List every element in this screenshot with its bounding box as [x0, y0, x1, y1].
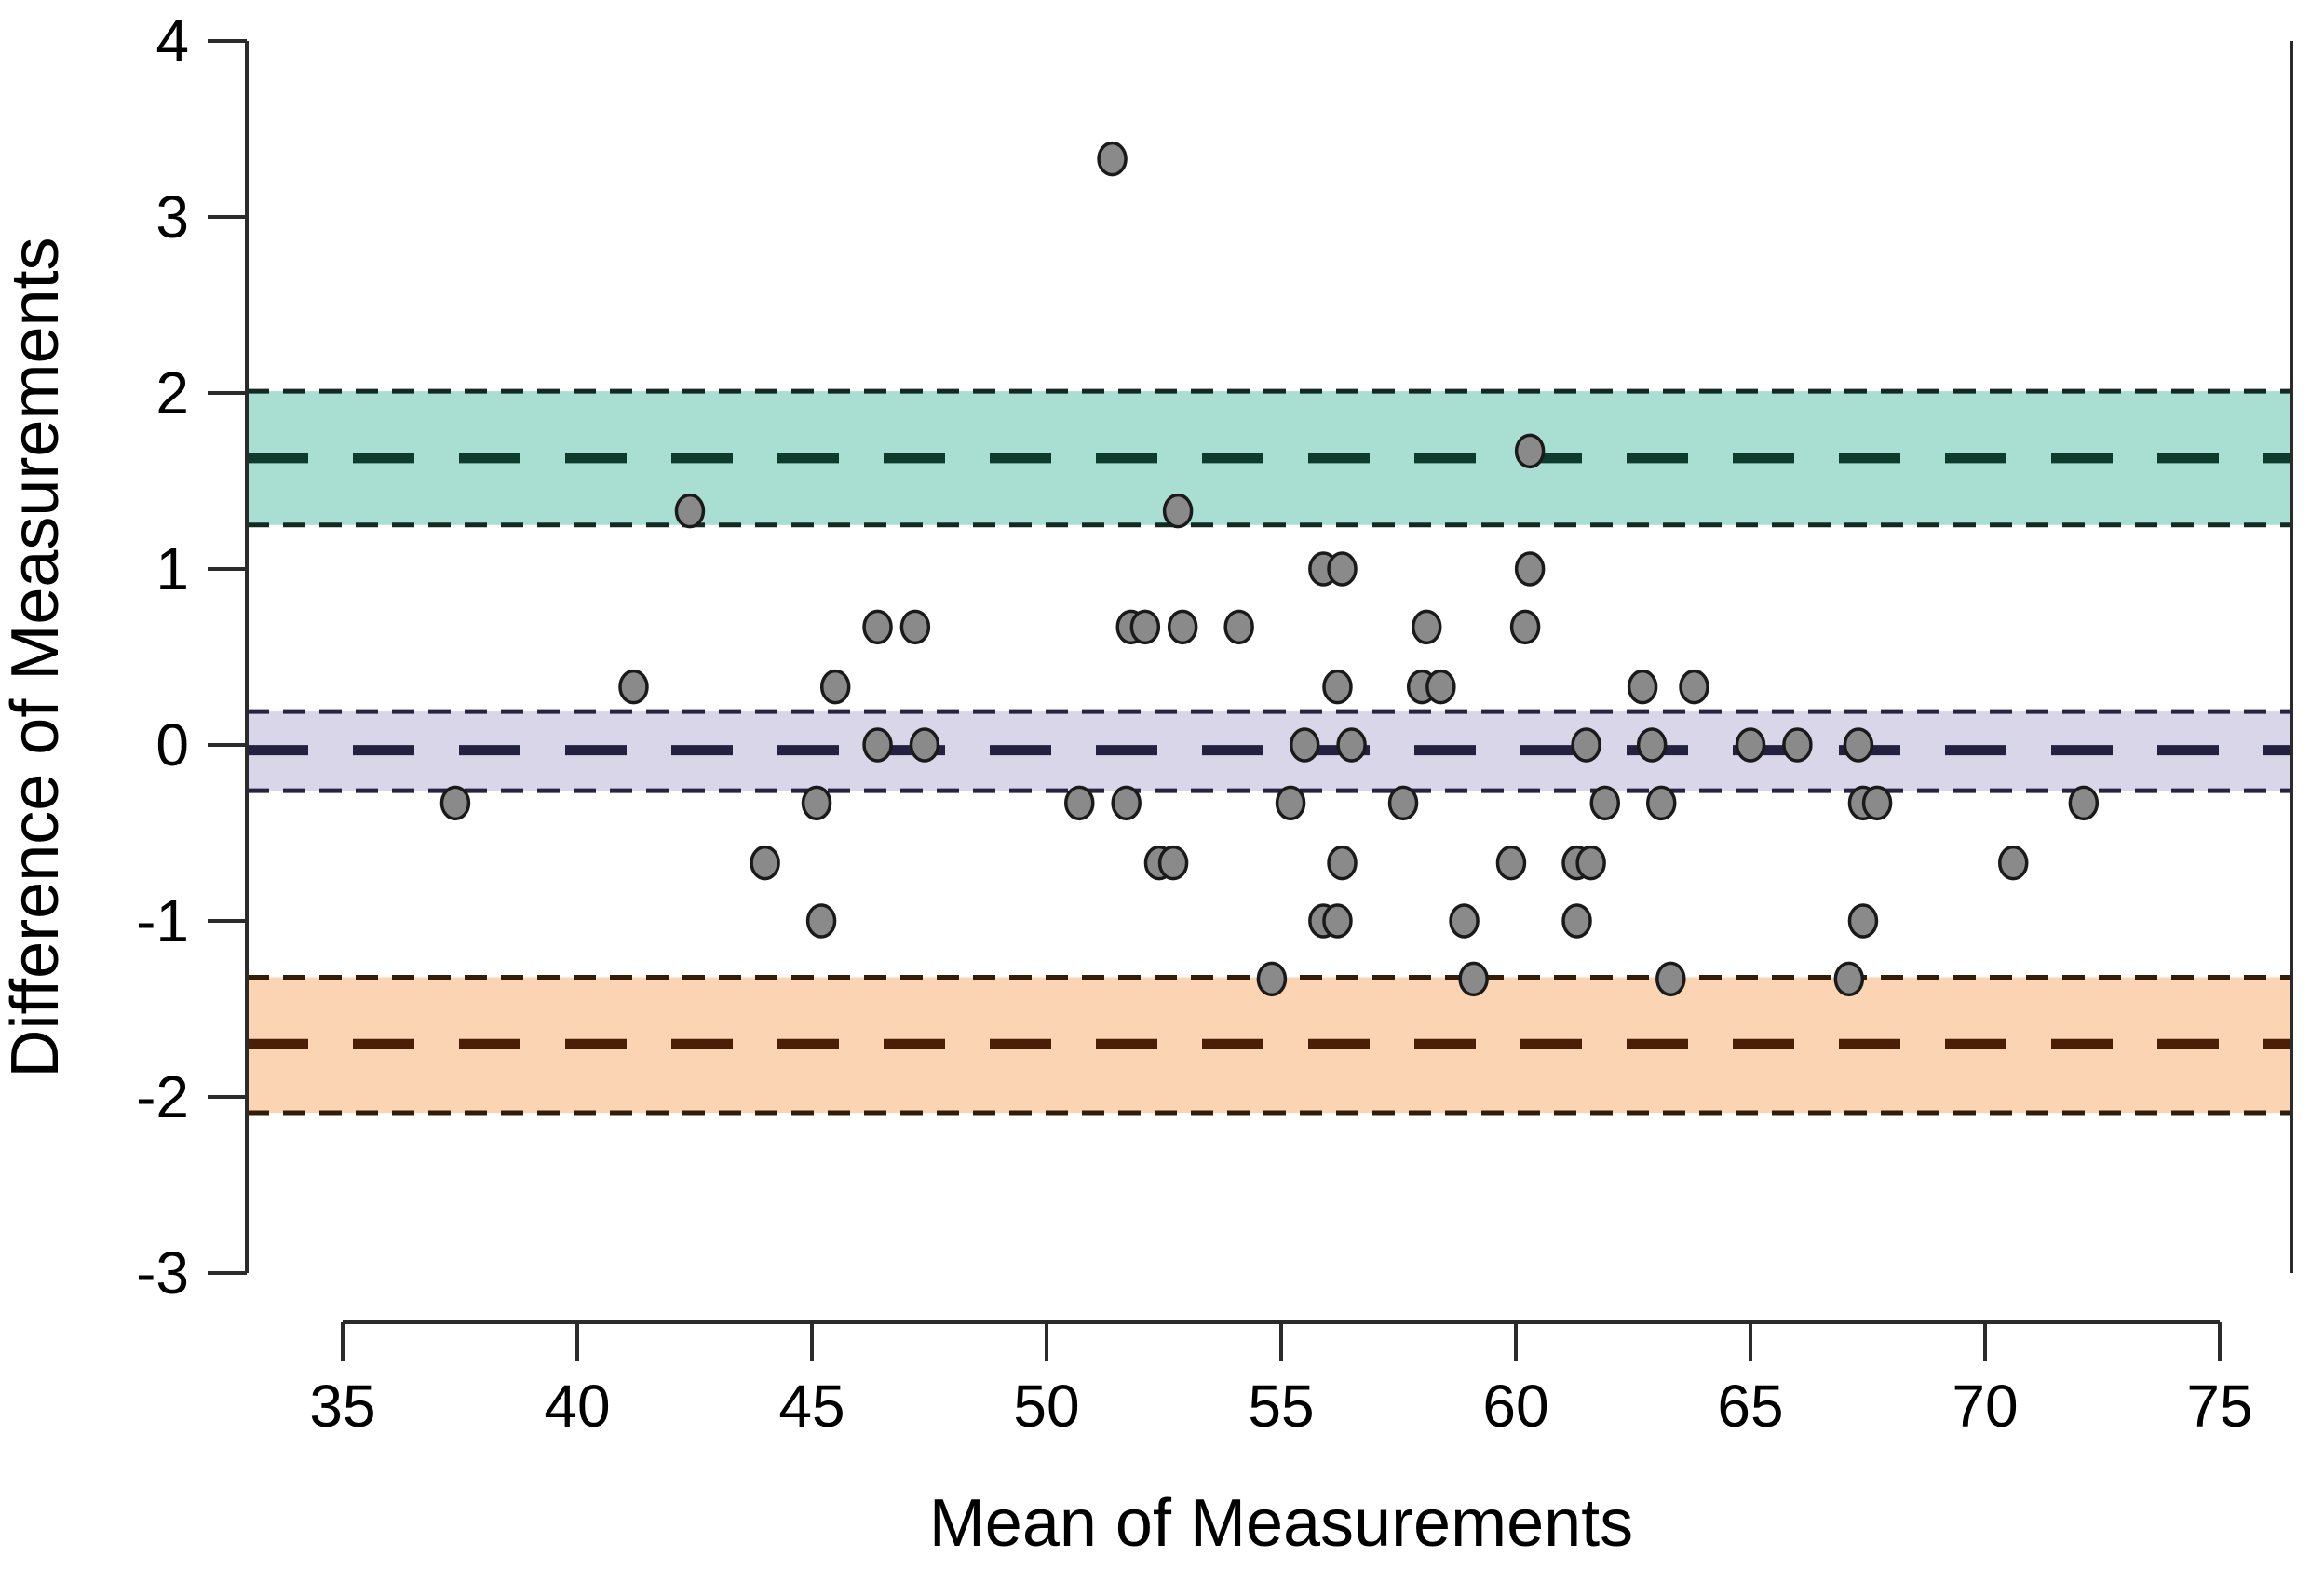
data-point — [1322, 903, 1353, 939]
data-point — [1097, 141, 1128, 177]
data-point — [1289, 727, 1320, 763]
data-point — [618, 669, 649, 705]
data-point — [1861, 785, 1893, 821]
data-point — [1843, 727, 1874, 763]
data-point — [1997, 845, 2029, 881]
data-point — [1636, 727, 1668, 763]
data-point — [1425, 669, 1456, 705]
x-tick-label: 40 — [544, 1373, 610, 1440]
data-point — [899, 609, 931, 645]
y-tick-label: 4 — [155, 7, 189, 74]
confidence-bands — [247, 388, 2291, 1116]
x-tick-label: 75 — [2186, 1373, 2252, 1440]
data-point — [1223, 609, 1254, 645]
data-point — [1327, 845, 1358, 881]
data-point — [1627, 669, 1658, 705]
data-point — [1322, 669, 1353, 705]
data-point — [1514, 433, 1546, 469]
data-point — [819, 669, 851, 705]
data-point — [805, 903, 837, 939]
data-point — [1514, 551, 1546, 587]
data-point — [1111, 785, 1142, 821]
data-point — [1327, 551, 1358, 587]
data-point — [1561, 903, 1592, 939]
data-point — [674, 493, 706, 529]
y-tick-label: -3 — [136, 1239, 189, 1306]
data-point — [1336, 727, 1367, 763]
y-tick-label: 2 — [155, 359, 189, 426]
data-point — [909, 727, 940, 763]
data-point — [1655, 961, 1686, 997]
data-point — [1847, 903, 1879, 939]
data-point — [1167, 609, 1198, 645]
x-axis-title: Mean of Measurements — [929, 1486, 1633, 1561]
x-tick-label: 35 — [309, 1373, 375, 1440]
y-tick-label: 0 — [155, 711, 189, 778]
data-point — [801, 785, 832, 821]
data-point — [1275, 785, 1306, 821]
y-tick-label: 3 — [155, 183, 189, 250]
data-point — [1645, 785, 1677, 821]
x-tick-label: 65 — [1717, 1373, 1783, 1440]
data-point — [2068, 785, 2100, 821]
x-tick-label: 50 — [1013, 1373, 1079, 1440]
data-point — [750, 845, 780, 881]
data-point — [1162, 493, 1194, 529]
data-point — [1495, 845, 1527, 881]
x-tick-label: 45 — [778, 1373, 844, 1440]
data-point — [1411, 609, 1442, 645]
x-tick-label: 70 — [1952, 1373, 2018, 1440]
y-tick-label: -1 — [136, 887, 189, 954]
data-point — [862, 727, 893, 763]
y-tick-label: 1 — [155, 535, 189, 602]
data-point — [1064, 785, 1095, 821]
data-point — [1256, 961, 1288, 997]
data-point — [439, 785, 471, 821]
data-point — [1129, 609, 1161, 645]
data-point — [1833, 961, 1865, 997]
data-point — [1782, 727, 1813, 763]
data-point — [1458, 961, 1489, 997]
data-point — [1589, 785, 1621, 821]
scatter-points — [439, 141, 2100, 997]
data-point — [1387, 785, 1419, 821]
data-point — [1679, 669, 1709, 705]
data-point — [1735, 727, 1766, 763]
axes: 4 3 2 1 0 -1 -2 -3 35 40 45 50 55 60 65 70 75 — [136, 7, 2293, 1440]
data-point — [1575, 845, 1606, 881]
data-point — [1449, 903, 1480, 939]
y-tick-label: -2 — [136, 1063, 189, 1130]
x-tick-label: 55 — [1248, 1373, 1314, 1440]
y-axis-title: Difference of Measurements — [0, 237, 73, 1077]
data-point — [862, 609, 893, 645]
data-point — [1571, 727, 1601, 763]
x-tick-label: 60 — [1482, 1373, 1548, 1440]
data-point — [1157, 845, 1189, 881]
data-point — [1509, 609, 1541, 645]
